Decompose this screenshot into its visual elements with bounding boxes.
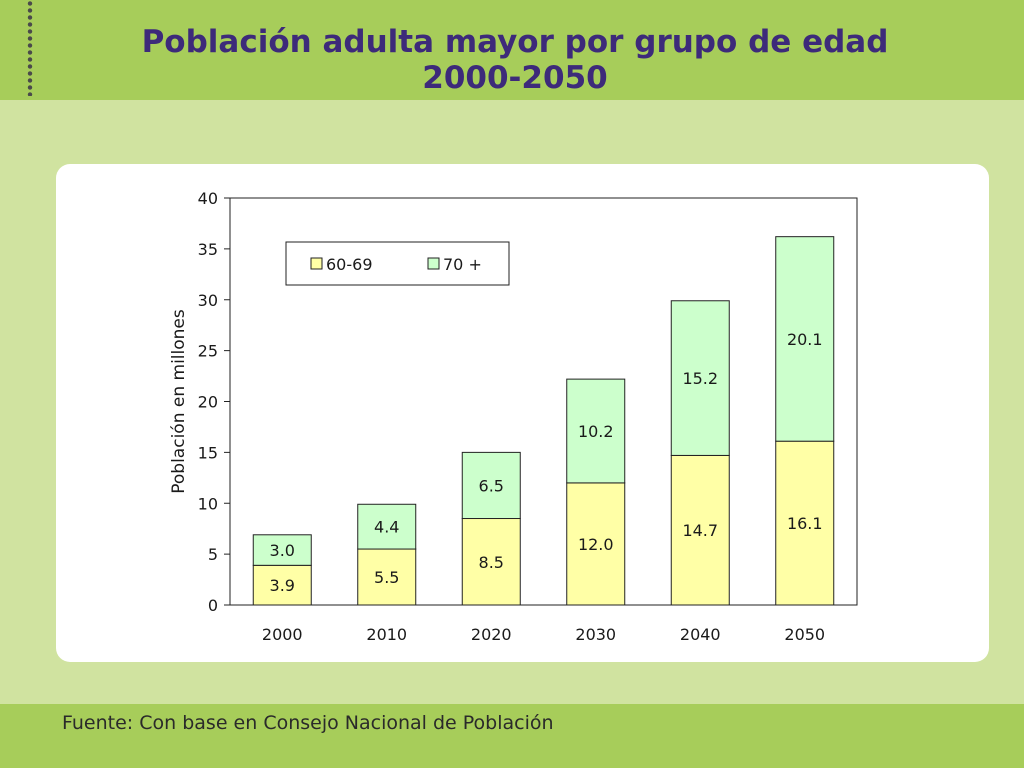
bar-60-69-2050 bbox=[775, 440, 835, 606]
data-label: 3.0 bbox=[270, 541, 295, 560]
data-label: 5.5 bbox=[374, 568, 399, 587]
legend-swatch bbox=[310, 257, 323, 270]
legend-box bbox=[285, 241, 510, 286]
data-label: 16.1 bbox=[787, 514, 823, 533]
legend-label: 70 + bbox=[443, 255, 482, 274]
x-tick-label: 2040 bbox=[680, 625, 721, 644]
bar-60-69-2020 bbox=[461, 518, 521, 606]
x-tick-label: 2000 bbox=[262, 625, 303, 644]
bar-70--2040 bbox=[670, 300, 730, 456]
title-line-2: 2000-2050 bbox=[422, 60, 608, 96]
y-tick-label: 25 bbox=[198, 342, 218, 361]
x-tick-label: 2030 bbox=[575, 625, 616, 644]
bar-70--2050 bbox=[775, 236, 835, 442]
page-title: Población adulta mayor por grupo de edad… bbox=[120, 24, 910, 96]
y-tick-label: 35 bbox=[198, 240, 218, 259]
bar-70--2020 bbox=[461, 451, 521, 520]
data-label: 3.9 bbox=[270, 576, 295, 595]
bar-70--2010 bbox=[357, 503, 417, 550]
dotted-decoration bbox=[23, 0, 37, 96]
y-tick-label: 30 bbox=[198, 291, 218, 310]
axes-group: 2000 2010 2020 2030 2040 2050 0 5 10 15 20 25 30 35 40… bbox=[169, 189, 858, 644]
x-tick-label: 2010 bbox=[366, 625, 407, 644]
y-axis-label: Población en millones bbox=[169, 309, 189, 494]
data-label: 10.2 bbox=[578, 422, 614, 441]
bars-group: 3.9 3.0 5.5 4.4 8.5 6.5 12.0 10.2 14.7 15.2 16.1 20… bbox=[252, 236, 835, 606]
bar-60-69-2030 bbox=[566, 482, 626, 606]
bar-60-69-2040 bbox=[670, 454, 730, 606]
data-label: 20.1 bbox=[787, 330, 823, 349]
footer-bar bbox=[0, 704, 1024, 768]
data-label: 6.5 bbox=[479, 476, 504, 495]
bar-70--2030 bbox=[566, 378, 626, 484]
legend-label: 60-69 bbox=[326, 255, 373, 274]
legend: 60-69 70 + bbox=[285, 241, 510, 286]
y-tick-label: 20 bbox=[198, 393, 218, 412]
title-line-1: Población adulta mayor por grupo de edad bbox=[141, 24, 889, 60]
y-tick-label: 0 bbox=[208, 596, 218, 615]
y-tick-label: 10 bbox=[198, 494, 218, 513]
y-tick-label: 15 bbox=[198, 443, 218, 462]
x-tick-label: 2020 bbox=[471, 625, 512, 644]
y-tick-label: 40 bbox=[198, 189, 218, 208]
y-tick-label: 5 bbox=[208, 545, 218, 564]
legend-swatch bbox=[427, 257, 440, 270]
data-label: 14.7 bbox=[682, 521, 718, 540]
header-bar bbox=[0, 0, 1024, 100]
data-label: 4.4 bbox=[374, 518, 399, 537]
bar-70--2000 bbox=[252, 534, 312, 566]
data-label: 15.2 bbox=[682, 369, 718, 388]
x-tick-label: 2050 bbox=[784, 625, 825, 644]
data-label: 12.0 bbox=[578, 535, 614, 554]
data-label: 8.5 bbox=[479, 553, 504, 572]
source-text: Fuente: Con base en Consejo Nacional de … bbox=[62, 712, 554, 734]
